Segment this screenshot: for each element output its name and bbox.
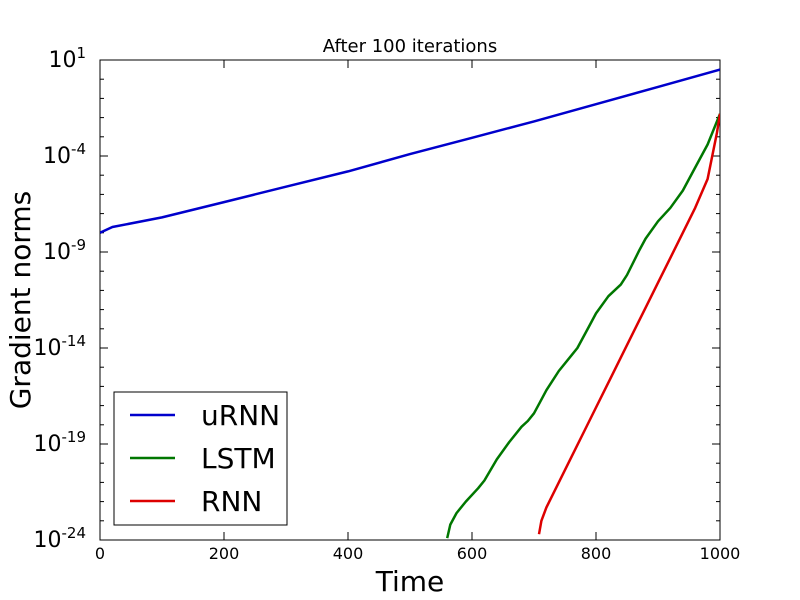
x-tick-label: 1000 bbox=[700, 544, 741, 563]
x-axis-ticks: 0 200 400 600 800 1000 bbox=[95, 60, 740, 563]
legend-label-lstm: LSTM bbox=[201, 442, 276, 475]
legend: uRNN LSTM RNN bbox=[113, 391, 288, 526]
y-axis-label: Gradient norms bbox=[4, 191, 37, 410]
series-line-lstm bbox=[445, 113, 720, 539]
legend-label-urnn: uRNN bbox=[201, 399, 280, 432]
y-axis-ticks: 101 10-4 10-9 10-14 10-19 10-24 bbox=[34, 44, 720, 553]
plot-area bbox=[99, 59, 721, 541]
series-line-urnn bbox=[100, 68, 720, 234]
x-tick-label: 200 bbox=[209, 544, 240, 563]
chart-title: After 100 iterations bbox=[323, 36, 497, 57]
series-line-rnn bbox=[537, 113, 720, 535]
legend-label-rnn: RNN bbox=[201, 485, 262, 518]
y-tick-label: 10-24 bbox=[34, 524, 87, 553]
x-tick-label: 400 bbox=[333, 544, 364, 563]
y-tick-label: 10-9 bbox=[43, 236, 86, 265]
x-tick-label: 0 bbox=[95, 544, 105, 563]
y-tick-label: 101 bbox=[48, 44, 86, 73]
x-tick-label: 600 bbox=[457, 544, 488, 563]
y-tick-label: 10-19 bbox=[34, 428, 87, 457]
series-layer bbox=[100, 68, 720, 539]
y-tick-label: 10-4 bbox=[43, 140, 86, 169]
x-tick-label: 800 bbox=[581, 544, 612, 563]
x-axis-label: Time bbox=[375, 565, 445, 598]
y-tick-label: 10-14 bbox=[34, 332, 87, 361]
